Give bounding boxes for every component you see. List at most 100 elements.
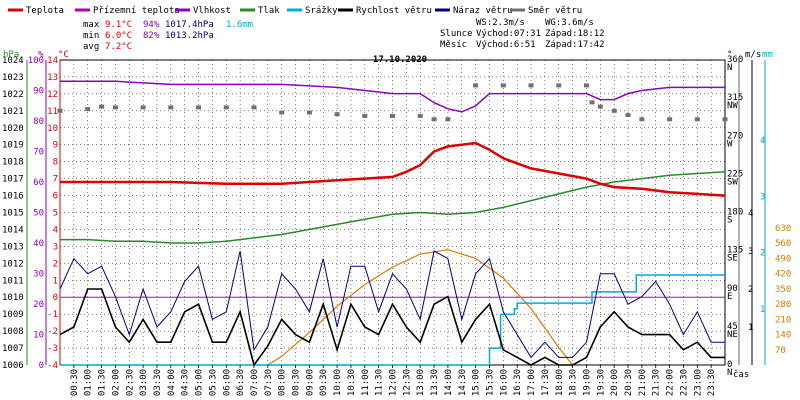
stats-rain-total: 1.6mm xyxy=(226,20,253,30)
series-direction-point xyxy=(589,100,595,105)
solar-tick-label: 210 xyxy=(775,315,791,325)
rain-tick-label: 2 xyxy=(760,249,765,259)
direction-tick-value: 90 xyxy=(727,284,738,294)
series-direction-point xyxy=(390,113,395,118)
x-tick-label: 05:00 xyxy=(195,369,205,396)
wind-axis-unit: m/s xyxy=(745,50,761,60)
stats-max-temp: 9.1°C xyxy=(105,20,132,30)
x-tick-label: 17:00 xyxy=(527,369,537,396)
humidity-tick-label: 80 xyxy=(33,117,44,127)
temperature-tick-label: -2 xyxy=(47,327,58,337)
humidity-tick-label: 10 xyxy=(33,331,44,341)
series-direction-point xyxy=(431,117,437,122)
x-tick-label: 20:00 xyxy=(610,369,620,396)
series-rain xyxy=(60,274,725,366)
pressure-tick-label: 1018 xyxy=(2,158,24,168)
direction-tick-value: 225 xyxy=(727,169,743,179)
stats-min-pressure: 1013.2hPa xyxy=(165,31,214,41)
x-tick-label: 05:30 xyxy=(208,369,218,396)
humidity-tick-label: 50 xyxy=(33,209,44,219)
x-tick-label: 18:00 xyxy=(555,369,565,396)
temperature-tick-label: 9 xyxy=(53,141,58,151)
wind-tick-label: 2 xyxy=(748,285,753,295)
series-direction-point xyxy=(445,117,451,122)
temperature-tick-label: 8 xyxy=(53,158,58,168)
temperature-axis-unit: °C xyxy=(58,50,69,60)
series-direction-point xyxy=(223,105,229,110)
series-pressure xyxy=(60,171,726,244)
series-direction-point xyxy=(556,83,562,88)
temperature-tick-label: 7 xyxy=(53,175,58,185)
stats-max-humidity: 94% xyxy=(143,20,160,30)
x-tick-label: 03:30 xyxy=(153,369,163,396)
solar-tick-label: 490 xyxy=(775,254,791,264)
grid xyxy=(59,59,726,366)
x-tick-label: 12:00 xyxy=(389,369,399,396)
wind-gust-info: WG:3.6m/s xyxy=(545,18,594,28)
x-tick-label: 21:00 xyxy=(638,369,648,396)
rain-tick-label: 1 xyxy=(760,305,765,315)
direction-tick-letter: W xyxy=(727,139,733,149)
pressure-tick-label: 1011 xyxy=(2,276,24,286)
solar-tick-label: 280 xyxy=(775,300,791,310)
x-tick-label: 10:00 xyxy=(333,369,343,396)
wind-tick-label: 1 xyxy=(748,323,753,333)
pressure-tick-label: 1006 xyxy=(2,361,24,371)
x-tick-label: 23:00 xyxy=(693,369,703,396)
x-tick-label: 21:30 xyxy=(652,369,662,396)
solar-tick-label: 70 xyxy=(775,346,786,356)
pressure-tick-label: 1024 xyxy=(2,56,24,66)
x-tick-label: 06:00 xyxy=(222,369,232,396)
solar-tick-label: 140 xyxy=(775,331,791,341)
x-tick-label: 13:30 xyxy=(430,369,440,396)
x-tick-label: 22:00 xyxy=(666,369,676,396)
x-tick-label: 04:00 xyxy=(167,369,177,396)
direction-axis-unit: ° xyxy=(727,50,732,60)
series-direction-point xyxy=(57,108,63,113)
direction-tick-value: 360 xyxy=(727,55,743,65)
wind-speed-info: WS:2.3m/s xyxy=(476,18,525,28)
stats-panel: maxminavg9.1°C6.0°C7.2°C94%82%1017.4hPa1… xyxy=(83,18,605,52)
solar-tick-label: 420 xyxy=(775,270,791,280)
x-axis-unit: čas xyxy=(733,369,749,380)
x-tick-label: 03:00 xyxy=(139,369,149,396)
temperature-tick-label: 0 xyxy=(53,293,58,303)
x-tick-label: 13:00 xyxy=(416,369,426,396)
x-tick-label: 01:00 xyxy=(84,369,94,396)
legend-label: Přízemní teplota xyxy=(93,6,180,16)
axes: hPa% °C1006100710081009101010111012101310… xyxy=(2,50,791,378)
humidity-tick-label: 100 xyxy=(28,56,44,66)
wind-tick-label: 4 xyxy=(748,209,753,219)
direction-tick-letter: NE xyxy=(727,330,738,340)
series-direction-point xyxy=(306,110,312,115)
pressure-tick-label: 1013 xyxy=(2,242,24,252)
temperature-tick-label: 4 xyxy=(53,225,58,235)
humidity-tick-label: 90 xyxy=(33,87,44,97)
temperature-tick-label: 11 xyxy=(47,107,58,117)
x-tick-label: 08:30 xyxy=(292,369,302,396)
moonrise-info: Východ:6:51 xyxy=(476,40,536,50)
x-tick-label: 14:30 xyxy=(458,369,468,396)
x-tick-label: 02:00 xyxy=(111,369,121,396)
humidity-tick-label: 0 xyxy=(39,361,44,371)
direction-tick-letter: S xyxy=(727,216,732,226)
direction-tick-letter: NW xyxy=(727,101,738,111)
series-wind-gust xyxy=(59,250,725,359)
rain-axis-unit: mm xyxy=(762,50,773,60)
x-tick-label: 07:00 xyxy=(250,369,260,396)
rain-tick-label: 3 xyxy=(760,192,765,202)
direction-tick-value: 270 xyxy=(727,131,743,141)
x-tick-label: 08:00 xyxy=(278,369,288,396)
x-tick-label: 23:30 xyxy=(707,369,717,396)
series-direction-point xyxy=(168,105,174,110)
series-direction-point xyxy=(140,105,146,110)
legend-label: Rychlost větru xyxy=(356,6,432,16)
direction-tick-value: 45 xyxy=(727,322,738,332)
legend-label: Vlhkost xyxy=(193,6,231,16)
legend-label: Směr větru xyxy=(528,6,582,16)
stats-max-label: max xyxy=(83,20,100,30)
humidity-tick-label: 30 xyxy=(33,270,44,280)
x-tick-label: 22:30 xyxy=(679,369,689,396)
